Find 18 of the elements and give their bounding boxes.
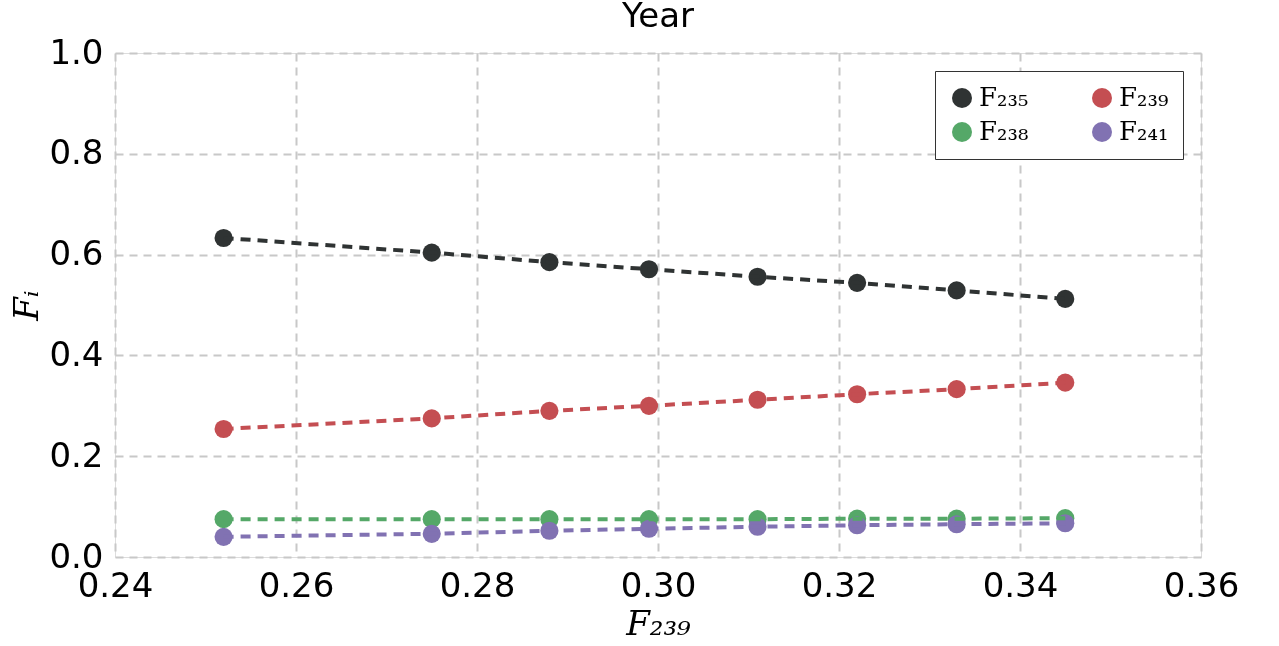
y-tick-label: 0.4 (49, 333, 104, 374)
legend-label: F₂₄₁ (1119, 116, 1169, 146)
chart-title: Year (621, 0, 695, 35)
x-tick-label: 0.26 (258, 564, 335, 605)
x-tick-label: 0.36 (1163, 564, 1240, 605)
y-tick-label: 0.6 (49, 233, 104, 274)
legend-label: F₂₃₅ (979, 82, 1029, 112)
y-axis-title: Fᵢ (6, 290, 47, 322)
x-tick-label: 0.30 (620, 564, 697, 605)
y-tick-label: 0.2 (49, 434, 104, 475)
y-tick-label: 0.8 (49, 132, 104, 173)
legend-label: F₂₃₈ (979, 116, 1029, 146)
y-tick-label: 1.0 (49, 31, 104, 72)
legend-label: F₂₃₉ (1119, 82, 1169, 112)
x-tick-label: 0.28 (439, 564, 516, 605)
x-tick-label: 0.32 (801, 564, 878, 605)
x-axis-title: F₂₃₉ (625, 602, 692, 643)
x-tick-label: 0.34 (982, 564, 1059, 605)
